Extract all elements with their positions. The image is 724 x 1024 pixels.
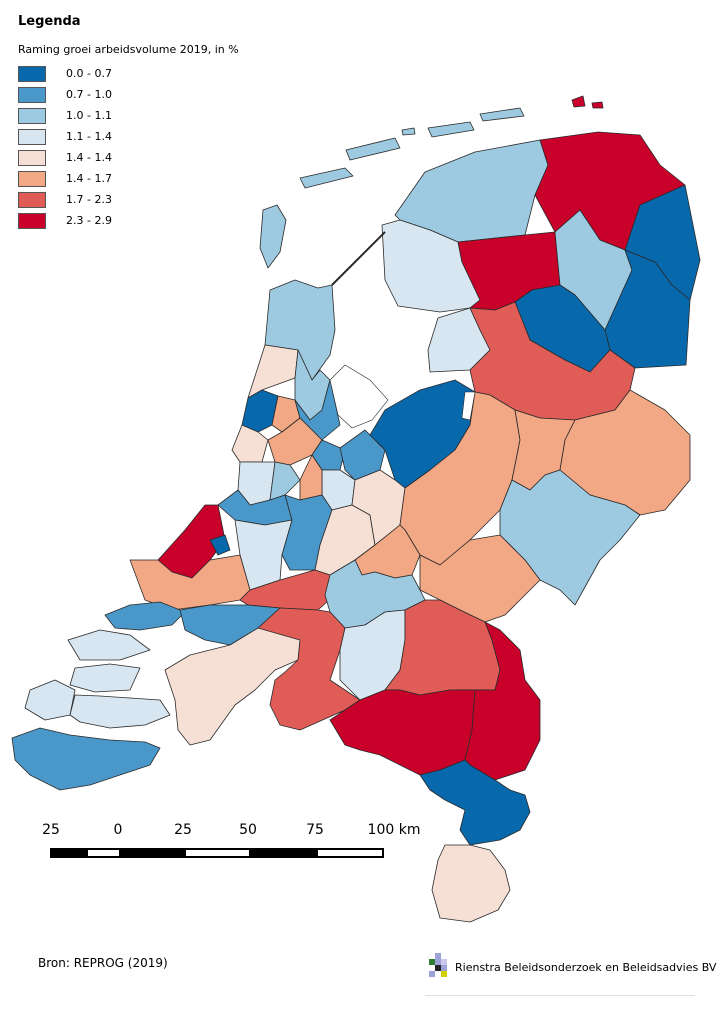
legend-item-6: 1.7 - 2.3: [18, 189, 268, 210]
scale-segment-2: [86, 848, 121, 858]
region-goeree: [104, 601, 186, 631]
region-terschelling: [345, 137, 401, 161]
lake-markermeer: [329, 364, 389, 429]
region-zoetermeer: [209, 534, 231, 556]
scale-label-3: 50: [239, 822, 257, 838]
scale-segment-1: [50, 848, 88, 858]
region-tholen: [69, 663, 141, 693]
legend-item-1: 0.7 - 1.0: [18, 84, 268, 105]
scale-bar: 25 0 25 50 75 100 km: [40, 822, 420, 872]
region-amstelland: [269, 461, 301, 501]
legend-swatch: [18, 149, 46, 166]
scale-segment-3: [119, 848, 186, 858]
legend-swatch: [18, 107, 46, 124]
legend-item-5: 1.4 - 1.7: [18, 168, 268, 189]
region-walcheren: [24, 679, 76, 721]
legend: Legenda Raming groei arbeidsvolume 2019,…: [18, 14, 268, 231]
legend-label: 0.7 - 1.0: [66, 88, 112, 101]
scale-segment-5: [249, 848, 318, 858]
scale-segment-4: [184, 848, 251, 858]
region-rottumerplaat: [591, 101, 604, 109]
legend-item-3: 1.1 - 1.4: [18, 126, 268, 147]
logo: Rienstra Beleidsonderzoek en Beleidsadvi…: [425, 945, 716, 997]
legend-classes: 0.0 - 0.7 0.7 - 1.0 1.0 - 1.1 1.1 - 1.4 1.4 …: [18, 63, 268, 231]
source-note: Bron: REPROG (2019): [38, 956, 168, 970]
logo-text: Rienstra Beleidsonderzoek en Beleidsadvi…: [455, 961, 717, 974]
region-schouwen: [67, 629, 151, 661]
region-griend: [401, 127, 416, 136]
logo-divider: [425, 995, 695, 996]
scale-label-4: 75: [306, 822, 324, 838]
region-texel: [259, 204, 287, 269]
legend-label: 1.4 - 1.7: [66, 172, 112, 185]
afsluitdijk: [331, 231, 386, 286]
region-schiermonnikoog: [479, 107, 525, 122]
legend-swatch: [18, 86, 46, 103]
region-zuid-limburg: [431, 844, 511, 923]
region-haarlem: [231, 424, 269, 463]
region-rottumeroog: [571, 95, 586, 108]
scale-label-1: 0: [113, 822, 123, 838]
legend-swatch: [18, 65, 46, 82]
region-veluwe: [399, 391, 521, 566]
legend-label: 1.0 - 1.1: [66, 109, 112, 122]
scale-label-5: 100 km: [367, 822, 421, 838]
legend-item-0: 0.0 - 0.7: [18, 63, 268, 84]
legend-subtitle: Raming groei arbeidsvolume 2019, in %: [18, 43, 239, 56]
region-zeeuws-vlaanderen: [11, 727, 161, 791]
region-bevelanden: [69, 694, 171, 729]
lake-veluwemeer: [461, 391, 476, 421]
logo-mark-icon: [427, 953, 449, 981]
legend-swatch: [18, 191, 46, 208]
region-lelystad: [299, 454, 323, 501]
legend-label: 1.7 - 2.3: [66, 193, 112, 206]
region-west-friesland: [247, 344, 299, 399]
legend-swatch: [18, 128, 46, 145]
legend-swatch: [18, 212, 46, 229]
scale-label-0: 25: [42, 822, 60, 838]
legend-item-2: 1.0 - 1.1: [18, 105, 268, 126]
region-west-brabant: [164, 624, 301, 746]
legend-label: 1.4 - 1.4: [66, 151, 112, 164]
legend-swatch: [18, 170, 46, 187]
scale-label-2: 25: [174, 822, 192, 838]
legend-item-4: 1.4 - 1.4: [18, 147, 268, 168]
legend-label: 1.1 - 1.4: [66, 130, 112, 143]
legend-item-7: 2.3 - 2.9: [18, 210, 268, 231]
legend-label: 0.0 - 0.7: [66, 67, 112, 80]
scale-segment-6: [316, 848, 384, 858]
region-vlieland: [299, 167, 354, 189]
region-midden-limburg: [419, 759, 531, 846]
region-zuidoost-drenthe: [604, 249, 691, 369]
legend-label: 2.3 - 2.9: [66, 214, 112, 227]
region-ameland: [427, 121, 475, 138]
legend-title: Legenda: [18, 14, 81, 29]
region-midden-brabant: [257, 607, 361, 731]
